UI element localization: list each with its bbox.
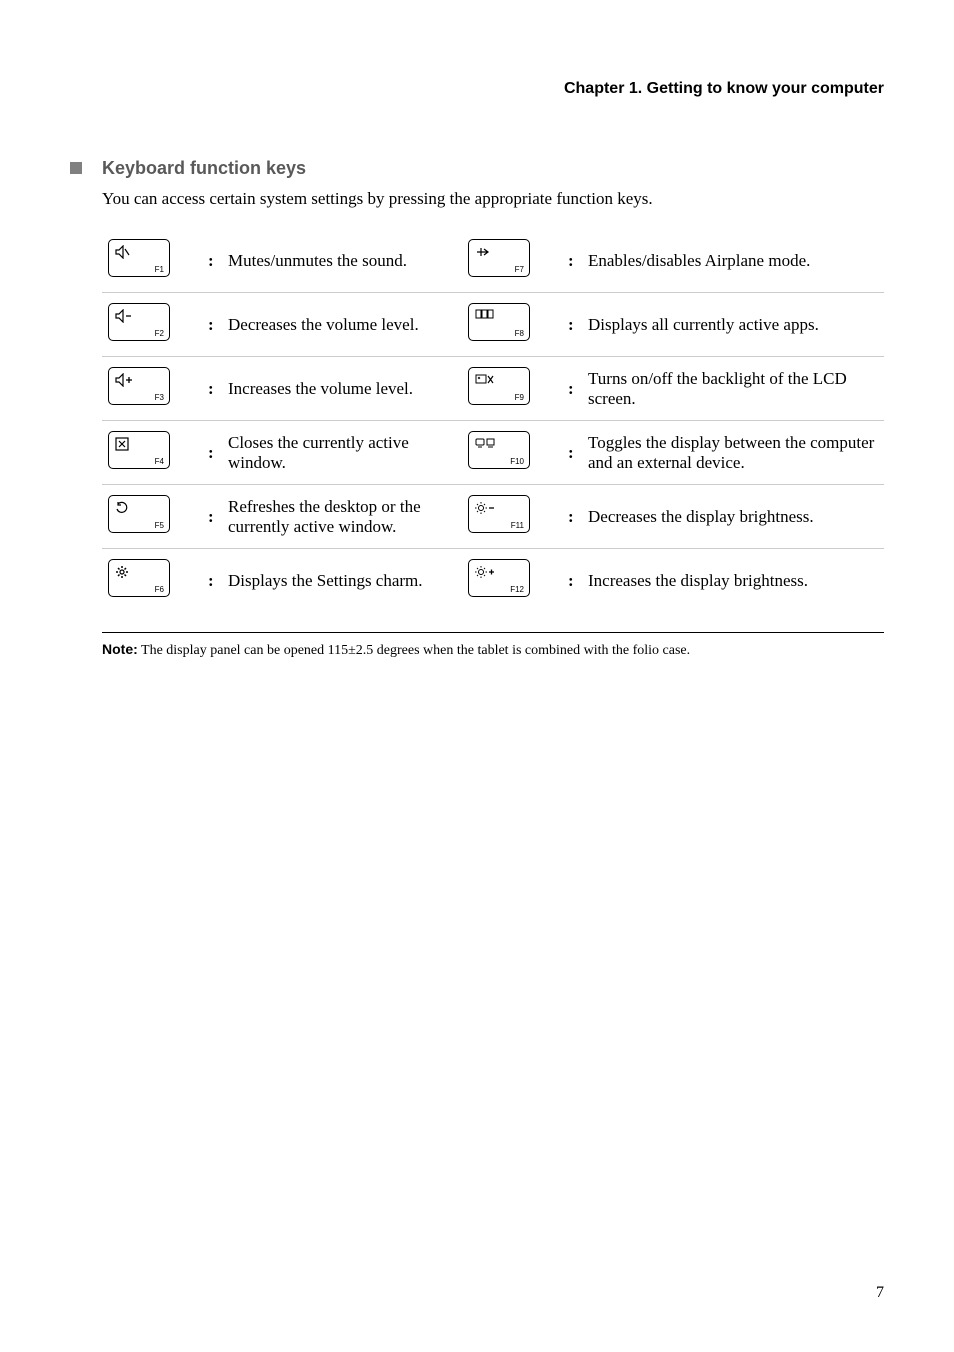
- section-intro: You can access certain system settings b…: [102, 189, 884, 209]
- backlight-icon: [475, 373, 495, 387]
- key-label: F11: [511, 521, 524, 530]
- f10-key: F10: [468, 431, 530, 469]
- f11-key: F11: [468, 495, 530, 533]
- key-description: Displays the Settings charm.: [222, 549, 462, 613]
- key-description: Increases the volume level.: [222, 357, 462, 421]
- f3-key: F3: [108, 367, 170, 405]
- key-row: F1 : Mutes/unmutes the sound. F7 : Enabl…: [102, 229, 884, 293]
- colon: :: [202, 229, 222, 293]
- key-label: F12: [510, 585, 524, 594]
- colon: :: [202, 293, 222, 357]
- key-description: Displays all currently active apps.: [582, 293, 884, 357]
- airplane-icon: [475, 245, 491, 259]
- function-keys-table: F1 : Mutes/unmutes the sound. F7 : Enabl…: [102, 229, 884, 612]
- key-label: F8: [515, 329, 524, 338]
- key-cell: F4: [102, 421, 202, 485]
- colon: :: [562, 293, 582, 357]
- key-label: F3: [155, 393, 164, 402]
- key-description: Enables/disables Airplane mode.: [582, 229, 884, 293]
- key-cell: F1: [102, 229, 202, 293]
- key-description: Increases the display brightness.: [582, 549, 884, 613]
- volume-up-icon: [115, 373, 133, 387]
- key-row: F4 : Closes the currently active window.…: [102, 421, 884, 485]
- key-label: F2: [155, 329, 164, 338]
- key-label: F5: [155, 521, 164, 530]
- colon: :: [562, 229, 582, 293]
- f12-key: F12: [468, 559, 530, 597]
- close-window-icon: [115, 437, 129, 451]
- f9-key: F9: [468, 367, 530, 405]
- key-label: F10: [510, 457, 524, 466]
- colon: :: [202, 549, 222, 613]
- key-description: Refreshes the desktop or the currently a…: [222, 485, 462, 549]
- key-row: F3 : Increases the volume level. F9 : Tu…: [102, 357, 884, 421]
- f7-key: F7: [468, 239, 530, 277]
- key-row: F5 : Refreshes the desktop or the curren…: [102, 485, 884, 549]
- key-cell: F9: [462, 357, 562, 421]
- mute-icon: [115, 245, 131, 259]
- key-cell: F8: [462, 293, 562, 357]
- refresh-icon: [115, 501, 129, 515]
- key-cell: F12: [462, 549, 562, 613]
- volume-down-icon: [115, 309, 133, 323]
- key-description: Decreases the volume level.: [222, 293, 462, 357]
- section-header: Keyboard function keys: [70, 158, 884, 179]
- settings-icon: [115, 565, 129, 579]
- key-description: Turns on/off the backlight of the LCD sc…: [582, 357, 884, 421]
- f1-key: F1: [108, 239, 170, 277]
- section-title: Keyboard function keys: [102, 158, 306, 179]
- f4-key: F4: [108, 431, 170, 469]
- brightness-down-icon: [475, 501, 495, 515]
- key-cell: F7: [462, 229, 562, 293]
- key-description: Toggles the display between the computer…: [582, 421, 884, 485]
- key-row: F6 : Displays the Settings charm. F12 : …: [102, 549, 884, 613]
- display-toggle-icon: [475, 437, 495, 449]
- key-description: Decreases the display brightness.: [582, 485, 884, 549]
- key-cell: F6: [102, 549, 202, 613]
- key-description: Mutes/unmutes the sound.: [222, 229, 462, 293]
- note-label: Note:: [102, 641, 138, 657]
- note: Note: The display panel can be opened 11…: [102, 632, 884, 659]
- f5-key: F5: [108, 495, 170, 533]
- key-cell: F2: [102, 293, 202, 357]
- key-label: F7: [515, 265, 524, 274]
- key-label: F4: [155, 457, 164, 466]
- f8-key: F8: [468, 303, 530, 341]
- page-number: 7: [876, 1284, 884, 1302]
- colon: :: [562, 485, 582, 549]
- colon: :: [562, 549, 582, 613]
- section-bullet: [70, 162, 82, 174]
- key-label: F9: [515, 393, 524, 402]
- apps-icon: [475, 309, 495, 319]
- colon: :: [202, 357, 222, 421]
- key-cell: F3: [102, 357, 202, 421]
- key-label: F1: [155, 265, 164, 274]
- colon: :: [562, 357, 582, 421]
- key-cell: F11: [462, 485, 562, 549]
- colon: :: [562, 421, 582, 485]
- colon: :: [202, 485, 222, 549]
- f2-key: F2: [108, 303, 170, 341]
- note-text: The display panel can be opened 115±2.5 …: [141, 643, 690, 658]
- key-cell: F10: [462, 421, 562, 485]
- colon: :: [202, 421, 222, 485]
- key-cell: F5: [102, 485, 202, 549]
- f6-key: F6: [108, 559, 170, 597]
- brightness-up-icon: [475, 565, 495, 579]
- key-row: F2 : Decreases the volume level. F8 : Di…: [102, 293, 884, 357]
- key-label: F6: [155, 585, 164, 594]
- chapter-header: Chapter 1. Getting to know your computer: [70, 80, 884, 98]
- key-description: Closes the currently active window.: [222, 421, 462, 485]
